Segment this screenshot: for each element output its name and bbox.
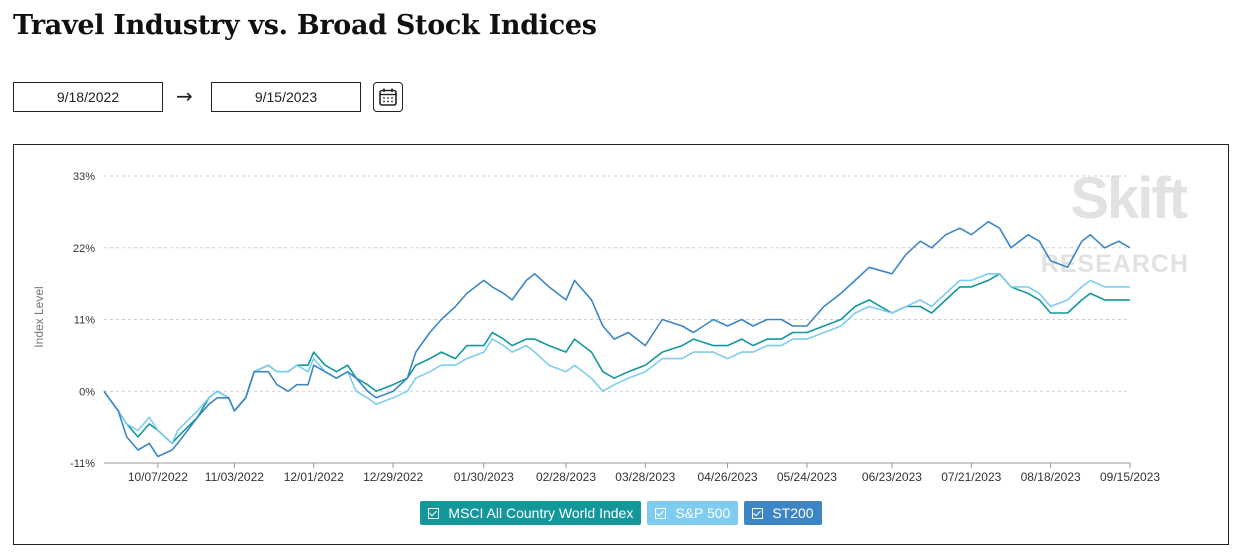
legend-item-sp500[interactable]: S&P 500 <box>647 501 739 525</box>
x-tick-label: 03/28/2023 <box>615 470 675 484</box>
y-tick-label: 22% <box>73 243 95 255</box>
y-tick-label: 33% <box>73 171 95 183</box>
page-title: Travel Industry vs. Broad Stock Indices <box>13 10 597 41</box>
x-tick-label: 08/18/2023 <box>1021 470 1081 484</box>
series-line-s-p-500[interactable] <box>103 273 1130 445</box>
series-line-st200[interactable] <box>103 220 1131 458</box>
watermark-sub-text: RESEARCH <box>1041 250 1189 278</box>
chart-series <box>103 220 1131 458</box>
chart-legend: MSCI All Country World Index S&P 500 ST2… <box>14 501 1228 525</box>
y-tick-label: 11% <box>74 315 95 327</box>
checkbox-icon <box>752 507 764 519</box>
line-chart: Skift RESEARCH 33% 22% 11% 0% -11% 10/07/202… <box>32 166 1190 484</box>
x-tick-label: 02/28/2023 <box>536 470 596 484</box>
x-tick-label: 09/15/2023 <box>1100 470 1160 484</box>
watermark-logo-text: Skift <box>1070 166 1187 231</box>
legend-label: MSCI All Country World Index <box>448 505 634 521</box>
end-date-input[interactable] <box>211 82 361 112</box>
x-tick-label: 05/24/2023 <box>777 470 837 484</box>
chart-grid <box>104 175 1130 464</box>
x-tick-label: 04/26/2023 <box>698 470 758 484</box>
x-tick-label: 01/30/2023 <box>454 470 514 484</box>
start-date-input[interactable] <box>13 82 163 112</box>
x-axis: 10/07/2022 11/03/2022 12/01/2022 12/29/2022… <box>104 462 1160 484</box>
y-axis: 33% 22% 11% 0% -11% <box>70 171 95 470</box>
calendar-icon <box>379 88 397 106</box>
x-tick-label: 10/07/2022 <box>128 470 188 484</box>
skift-research-watermark: Skift RESEARCH <box>1041 166 1190 278</box>
x-tick-label: 06/23/2023 <box>862 470 922 484</box>
chart-container: Skift RESEARCH 33% 22% 11% 0% -11% 10/07/202… <box>13 144 1229 545</box>
checkbox-icon <box>428 507 440 519</box>
x-tick-label: 07/21/2023 <box>941 470 1001 484</box>
calendar-button[interactable] <box>373 82 403 112</box>
legend-label: S&P 500 <box>675 505 731 521</box>
x-tick-label: 12/01/2022 <box>284 470 344 484</box>
y-tick-label: -11% <box>70 458 95 470</box>
checkbox-icon <box>655 507 667 519</box>
arrow-right-icon: → <box>176 84 193 108</box>
legend-item-st200[interactable]: ST200 <box>744 501 822 525</box>
x-tick-label: 12/29/2022 <box>363 470 423 484</box>
y-tick-label: 0% <box>79 386 95 398</box>
y-axis-label: Index Level <box>32 286 46 347</box>
legend-item-msci[interactable]: MSCI All Country World Index <box>420 501 642 525</box>
series-line-msci-all-country-world-index[interactable] <box>103 273 1130 445</box>
x-tick-label: 11/03/2022 <box>205 470 264 484</box>
legend-label: ST200 <box>772 505 814 521</box>
